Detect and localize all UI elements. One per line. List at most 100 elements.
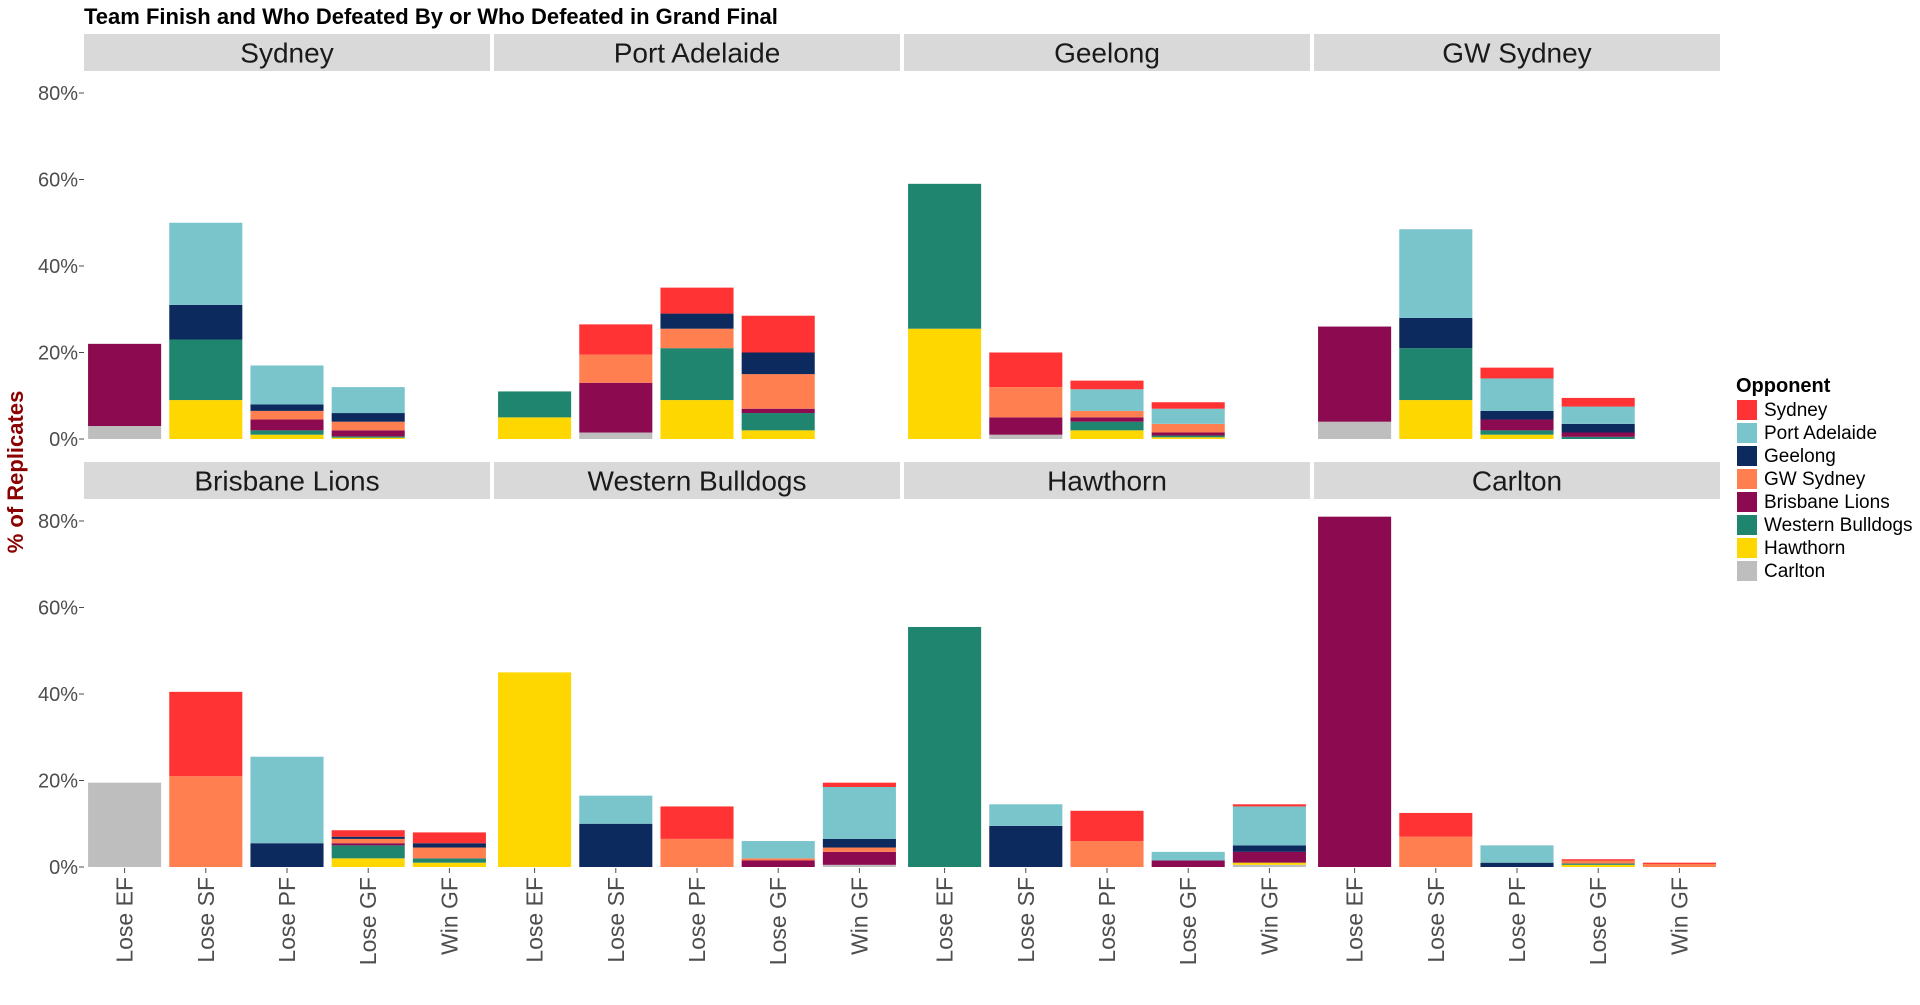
legend-label-sydney: Sydney	[1764, 400, 1828, 421]
bar-segment-western-bulldogs	[331, 436, 405, 438]
bar-segment-gw-sydney	[989, 387, 1063, 418]
bar-segment-gw-sydney	[741, 374, 815, 409]
bar-segment-western-bulldogs	[1480, 430, 1554, 435]
bar-segment-western-bulldogs	[660, 348, 734, 401]
chart-title: Team Finish and Who Defeated By or Who D…	[84, 4, 778, 29]
bar-segment-geelong	[412, 843, 486, 848]
bar-segment-hawthorn	[1561, 864, 1635, 867]
facet-strip	[494, 34, 900, 71]
x-tick-label: Win GF	[436, 877, 462, 955]
bar-segment-port-adelaide	[1480, 845, 1554, 863]
bar-segment-sydney	[1399, 812, 1473, 837]
bar-segment-carlton	[1318, 421, 1392, 439]
facet-title: Brisbane Lions	[194, 466, 379, 497]
bar-segment-geelong	[989, 825, 1063, 867]
bar-segment-geelong	[1480, 862, 1554, 867]
bar-segment-port-adelaide	[579, 795, 653, 824]
bar-segment-western-bulldogs	[250, 430, 324, 435]
bar-segment-western-bulldogs	[741, 413, 815, 431]
bar-segment-sydney	[1561, 859, 1635, 861]
bar-segment-brisbane-lions	[331, 843, 405, 846]
legend-swatch-carlton	[1737, 561, 1757, 581]
bar-segment-western-bulldogs	[1151, 435, 1225, 438]
bar-segment-hawthorn	[1480, 434, 1554, 439]
bar-segment-hawthorn	[498, 417, 572, 439]
x-tick-label: Lose SF	[1013, 877, 1039, 963]
bar-segment-geelong	[822, 838, 896, 848]
bar-segment-western-bulldogs	[1399, 348, 1473, 401]
legend-swatch-sydney	[1737, 400, 1757, 420]
legend-label-brisbane-lions: Brisbane Lions	[1764, 492, 1890, 513]
x-tick-label: Win GF	[1256, 877, 1282, 955]
bar-segment-brisbane-lions	[1070, 417, 1144, 422]
bar-segment-port-adelaide	[1480, 378, 1554, 411]
facet-title: Carlton	[1472, 466, 1562, 497]
panels-layer: 0% 20% 40% 60% 80% 0% 20% 40% 60% 80% Sydney Port A…	[38, 34, 1720, 965]
facet-strip	[84, 462, 490, 499]
bar-segment-gw-sydney	[1151, 423, 1225, 433]
bar-segment-carlton	[579, 432, 653, 439]
x-tick-label: Lose EF	[112, 877, 138, 963]
y-tick-label: 20%	[38, 771, 78, 793]
bar-segment-sydney	[1642, 862, 1716, 864]
x-tick-label: Lose PF	[1094, 877, 1120, 963]
bar-segment-sydney	[579, 324, 653, 355]
bar-segment-sydney	[822, 782, 896, 787]
x-tick-label: Lose GF	[1175, 877, 1201, 965]
facet-strip	[84, 34, 490, 71]
legend-label-gw-sydney: GW Sydney	[1764, 469, 1866, 490]
facet-title: Port Adelaide	[614, 38, 781, 69]
bar-segment-hawthorn	[250, 434, 324, 439]
panel-carlton: Carlton Lose EF Lose SF Lose PF Lose GF Win G…	[1314, 462, 1720, 965]
bar-segment-gw-sydney	[660, 328, 734, 349]
bar-segment-gw-sydney	[1070, 841, 1144, 867]
bar-segment-sydney	[660, 806, 734, 839]
legend-swatch-hawthorn	[1737, 538, 1757, 558]
bar-segment-western-bulldogs	[169, 339, 243, 401]
legend-swatch-western-bulldogs	[1737, 515, 1757, 535]
bar-segment-geelong	[250, 404, 324, 411]
bar-segment-western-bulldogs	[1070, 421, 1144, 431]
bar-segment-geelong	[331, 836, 405, 839]
bar-segment-port-adelaide	[989, 804, 1063, 826]
bar-segment-brisbane-lions	[741, 408, 815, 414]
bar-segment-gw-sydney	[1642, 863, 1716, 867]
bar-segment-sydney	[741, 315, 815, 353]
bar-segment-geelong	[1561, 423, 1635, 433]
y-tick-label: 0%	[49, 857, 78, 879]
bar-segment-brisbane-lions	[1151, 432, 1225, 436]
x-tick-label: Lose GF	[355, 877, 381, 965]
bar-segment-carlton	[822, 864, 896, 867]
bar-segment-brisbane-lions	[250, 419, 324, 431]
x-tick-label: Lose PF	[684, 877, 710, 963]
bar-segment-port-adelaide	[1070, 389, 1144, 411]
legend-swatch-gw-sydney	[1737, 469, 1757, 489]
x-tick-label: Lose GF	[1585, 877, 1611, 965]
bar-segment-hawthorn	[412, 862, 486, 867]
bar-segment-gw-sydney	[660, 838, 734, 867]
panel-brisbane-lions: Brisbane Lions Lose EF Lose SF Lose PF Lose …	[84, 462, 490, 965]
bar-segment-port-adelaide	[741, 841, 815, 859]
bar-segment-hawthorn	[908, 328, 982, 439]
bar-segment-geelong	[1399, 317, 1473, 349]
legend-label-geelong: Geelong	[1764, 446, 1836, 467]
bar-segment-hawthorn	[1232, 862, 1306, 865]
bar-segment-port-adelaide	[1399, 229, 1473, 318]
y-tick-label: 0%	[49, 429, 78, 451]
y-tick-label: 40%	[38, 684, 78, 706]
bar-segment-brisbane-lions	[1318, 326, 1392, 422]
facet-strip	[494, 462, 900, 499]
bar-segment-hawthorn	[331, 858, 405, 867]
bar-segment-carlton	[88, 782, 162, 867]
bar-segment-gw-sydney	[412, 847, 486, 859]
bar-segment-sydney	[1151, 402, 1225, 409]
bar-segment-hawthorn	[660, 400, 734, 439]
bar-segment-port-adelaide	[822, 786, 896, 839]
legend-swatch-port-adelaide	[1737, 423, 1757, 443]
bar-segment-sydney	[1480, 367, 1554, 379]
x-tick-label: Lose EF	[522, 877, 548, 963]
bar-segment-western-bulldogs	[908, 183, 982, 329]
bar-segment-gw-sydney	[331, 838, 405, 844]
